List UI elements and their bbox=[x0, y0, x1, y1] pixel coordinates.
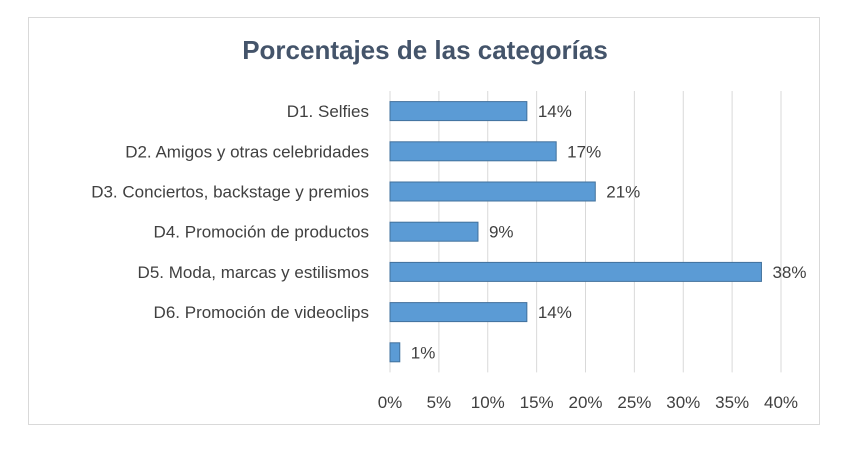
category-label: D3. Conciertos, backstage y premios bbox=[91, 183, 369, 202]
category-label: D4. Promoción de productos bbox=[154, 223, 369, 242]
data-label: 9% bbox=[489, 223, 514, 242]
bar bbox=[389, 101, 528, 122]
data-label: 14% bbox=[538, 102, 572, 121]
bar bbox=[389, 342, 401, 363]
data-label: 21% bbox=[606, 183, 640, 202]
data-label: 17% bbox=[567, 142, 601, 161]
x-tick-label: 5% bbox=[427, 393, 452, 412]
category-labels: D1. Selfies D2. Amigos y otras celebridad… bbox=[91, 102, 369, 322]
bar bbox=[389, 302, 528, 323]
chart-title: Porcentajes de las categorías bbox=[242, 35, 608, 65]
data-label: 1% bbox=[411, 343, 436, 362]
x-tick-label: 40% bbox=[764, 393, 798, 412]
category-label: D2. Amigos y otras celebridades bbox=[125, 142, 369, 161]
category-label: D6. Promoción de videoclips bbox=[154, 303, 369, 322]
x-tick-label: 0% bbox=[378, 393, 403, 412]
category-label: D1. Selfies bbox=[287, 102, 369, 121]
bars bbox=[389, 101, 762, 363]
x-axis-ticks: 0% 5% 10% 15% 20% 25% 30% 35% 40% bbox=[378, 393, 798, 412]
gridlines bbox=[389, 91, 782, 373]
chart-frame bbox=[28, 17, 820, 425]
data-labels: 14% 17% 21% 9% 38% 14% 1% bbox=[411, 102, 807, 362]
x-tick-label: 35% bbox=[715, 393, 749, 412]
x-tick-label: 25% bbox=[617, 393, 651, 412]
x-tick-label: 15% bbox=[520, 393, 554, 412]
data-label: 14% bbox=[538, 303, 572, 322]
bar bbox=[389, 141, 557, 162]
x-tick-label: 10% bbox=[471, 393, 505, 412]
bar bbox=[389, 261, 762, 282]
x-tick-label: 30% bbox=[666, 393, 700, 412]
data-label: 38% bbox=[772, 263, 806, 282]
bar bbox=[389, 221, 479, 242]
category-label: D5. Moda, marcas y estilismos bbox=[138, 263, 369, 282]
bar bbox=[389, 181, 596, 202]
x-tick-label: 20% bbox=[568, 393, 602, 412]
